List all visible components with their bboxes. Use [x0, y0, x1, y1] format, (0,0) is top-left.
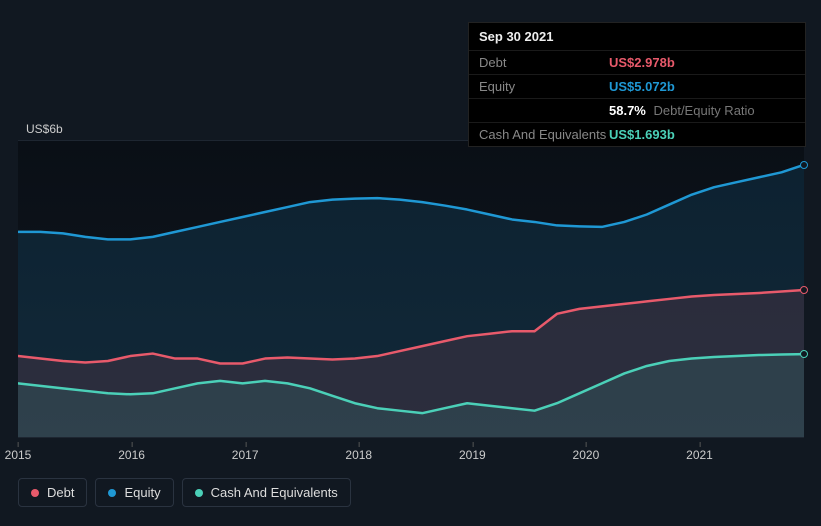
- series-end-marker: [800, 350, 808, 358]
- legend: Debt Equity Cash And Equivalents: [18, 478, 351, 507]
- x-axis-tick: 2019: [459, 448, 486, 462]
- tooltip-row-value: US$2.978b: [609, 55, 675, 70]
- legend-dot-icon: [195, 489, 203, 497]
- x-axis-tick: 2015: [5, 448, 32, 462]
- tooltip-row-extra: Debt/Equity Ratio: [650, 103, 755, 118]
- tooltip-row-value: US$1.693b: [609, 127, 675, 142]
- tooltip-date: Sep 30 2021: [469, 23, 805, 50]
- legend-dot-icon: [31, 489, 39, 497]
- tooltip-row: DebtUS$2.978b: [469, 50, 805, 74]
- x-axis-tick: 2021: [686, 448, 713, 462]
- chart-plot[interactable]: [18, 140, 804, 438]
- tooltip-row-label: Cash And Equivalents: [479, 127, 609, 142]
- tooltip-row: 58.7% Debt/Equity Ratio: [469, 98, 805, 122]
- legend-item[interactable]: Cash And Equivalents: [182, 478, 351, 507]
- legend-item[interactable]: Debt: [18, 478, 87, 507]
- legend-label: Cash And Equivalents: [211, 485, 338, 500]
- tooltip-row-value: 58.7% Debt/Equity Ratio: [609, 103, 755, 118]
- y-axis-tick-max: US$6b: [26, 122, 63, 136]
- tooltip-row-label: [479, 103, 609, 118]
- series-end-marker: [800, 286, 808, 294]
- legend-label: Equity: [124, 485, 160, 500]
- x-axis-tick: 2017: [232, 448, 259, 462]
- series-end-marker: [800, 161, 808, 169]
- legend-item[interactable]: Equity: [95, 478, 173, 507]
- x-axis-tick: 2018: [345, 448, 372, 462]
- tooltip-row-label: Equity: [479, 79, 609, 94]
- tooltip-row: Cash And EquivalentsUS$1.693b: [469, 122, 805, 146]
- x-axis-tick: 2016: [118, 448, 145, 462]
- tooltip-row-value: US$5.072b: [609, 79, 675, 94]
- legend-dot-icon: [108, 489, 116, 497]
- x-axis-tick: 2020: [573, 448, 600, 462]
- tooltip-row-label: Debt: [479, 55, 609, 70]
- tooltip-row: EquityUS$5.072b: [469, 74, 805, 98]
- legend-label: Debt: [47, 485, 74, 500]
- tooltip: Sep 30 2021 DebtUS$2.978bEquityUS$5.072b…: [468, 22, 806, 147]
- x-axis: 2015201620172018201920202021: [18, 444, 804, 464]
